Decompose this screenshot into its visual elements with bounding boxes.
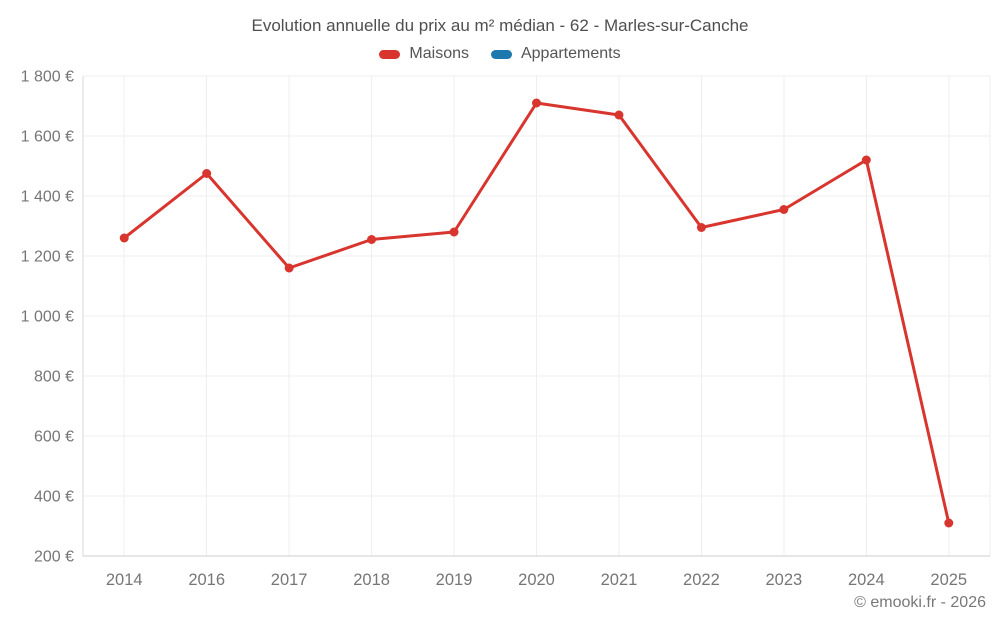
x-tick-label: 2017	[271, 571, 308, 589]
data-point[interactable]	[284, 263, 294, 273]
x-tick-label: 2018	[353, 571, 390, 589]
x-tick-label: 2020	[518, 571, 555, 589]
y-tick-label: 1 600 €	[21, 129, 74, 146]
x-tick-label: 2025	[930, 571, 967, 589]
data-point[interactable]	[779, 205, 789, 214]
y-tick-label: 1 400 €	[21, 189, 74, 206]
data-point[interactable]	[944, 518, 954, 528]
y-tick-label: 1 200 €	[21, 249, 74, 266]
chart-title: Evolution annuelle du prix au m² médian …	[251, 16, 749, 35]
data-point[interactable]	[449, 227, 459, 237]
credit-text: © emooki.fr - 2026	[854, 594, 986, 611]
y-tick-label: 600 €	[34, 429, 74, 446]
legend-swatch-maisons-icon	[379, 49, 401, 59]
x-tick-label: 2022	[683, 571, 720, 589]
legend-label-appartements: Appartements	[520, 45, 621, 62]
y-tick-label: 200 €	[34, 549, 74, 566]
legend-item-maisons[interactable]: Maisons	[379, 45, 469, 63]
x-tick-label: 2019	[436, 571, 473, 589]
x-tick-label: 2016	[188, 571, 225, 589]
legend-item-appartements[interactable]: Appartements	[490, 45, 621, 63]
x-tick-label: 2014	[106, 571, 143, 589]
x-tick-label: 2021	[601, 571, 638, 589]
data-point[interactable]	[367, 235, 377, 244]
y-tick-label: 400 €	[34, 489, 74, 506]
data-point[interactable]	[119, 233, 129, 243]
data-point[interactable]	[614, 110, 624, 120]
y-tick-label: 1 000 €	[21, 309, 74, 326]
y-tick-label: 800 €	[34, 369, 74, 386]
x-tick-label: 2023	[766, 571, 803, 589]
data-point[interactable]	[696, 223, 706, 232]
data-point[interactable]	[532, 98, 541, 108]
legend-label-maisons: Maisons	[409, 45, 469, 62]
data-point[interactable]	[861, 155, 871, 165]
y-tick-label: 1 800 €	[21, 69, 74, 86]
data-point[interactable]	[202, 169, 212, 178]
x-tick-label: 2024	[848, 571, 885, 589]
legend: Maisons Appartements	[0, 45, 1000, 63]
legend-swatch-appartements-icon	[490, 49, 512, 59]
